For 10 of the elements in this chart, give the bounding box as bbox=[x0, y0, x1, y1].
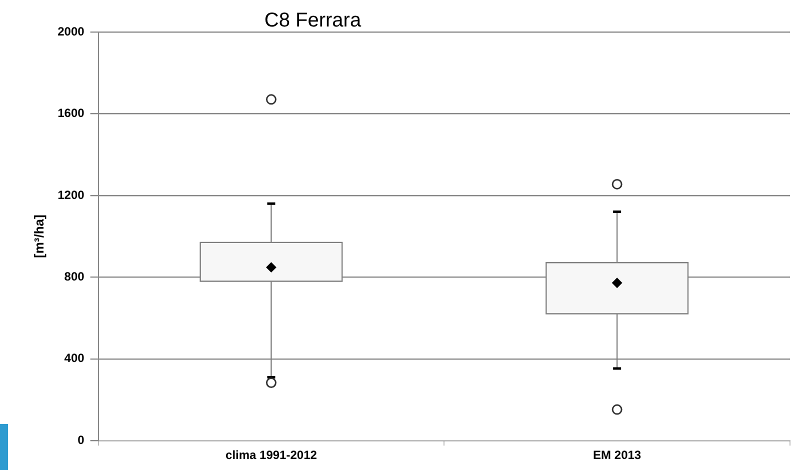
y-tick-label: 1200 bbox=[58, 188, 85, 202]
y-axis-title: [m³/ha] bbox=[31, 214, 46, 258]
x-tick-label: EM 2013 bbox=[593, 448, 642, 462]
y-tick-label: 1600 bbox=[58, 106, 85, 120]
chart-title: C8 Ferrara bbox=[264, 10, 362, 32]
y-tick-label: 400 bbox=[64, 351, 85, 366]
x-tick-label: clima 1991-2012 bbox=[226, 448, 318, 462]
y-tick-label: 2000 bbox=[58, 24, 85, 38]
y-tick-label: 800 bbox=[64, 269, 85, 284]
y-tick-label: 0 bbox=[78, 432, 85, 447]
